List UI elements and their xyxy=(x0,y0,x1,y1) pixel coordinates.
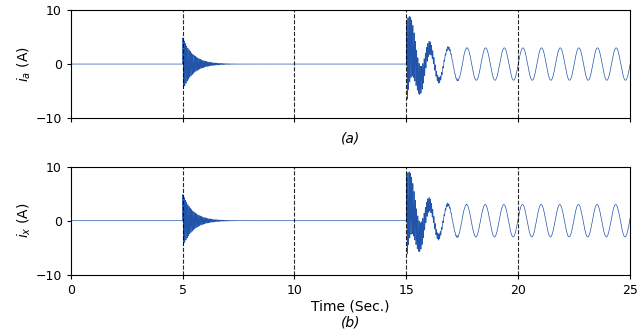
Y-axis label: $i_x$ (A): $i_x$ (A) xyxy=(15,203,33,239)
Y-axis label: $i_a$ (A): $i_a$ (A) xyxy=(15,46,33,82)
Text: (b): (b) xyxy=(341,316,360,330)
Text: (a): (a) xyxy=(341,131,360,145)
X-axis label: Time (Sec.): Time (Sec.) xyxy=(311,299,390,314)
